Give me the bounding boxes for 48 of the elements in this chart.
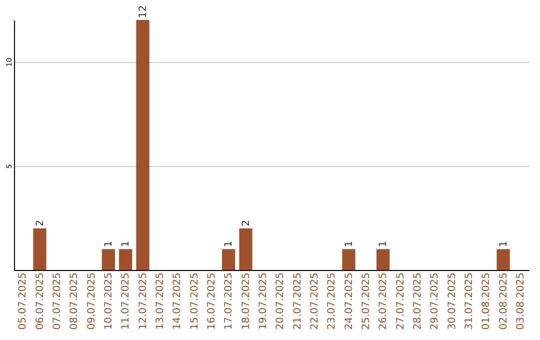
- x-tick-label: 20.07.2025: [275, 272, 286, 330]
- data-label: 1: [344, 240, 355, 248]
- data-label: 1: [498, 240, 510, 248]
- x-tick-label: 26.07.2025: [378, 272, 390, 330]
- x-tick-label: 01.08.2025: [481, 272, 492, 330]
- x-tick-label: 25.07.2025: [360, 272, 372, 330]
- bar: [136, 20, 150, 270]
- x-tick-label: 19.07.2025: [258, 272, 269, 330]
- bar: [496, 249, 510, 270]
- bar: [119, 249, 132, 270]
- data-label: 1: [103, 240, 114, 248]
- data-label: 1: [378, 240, 390, 248]
- x-tick-label: 13.07.2025: [154, 272, 166, 330]
- x-tick-label: 27.07.2025: [395, 272, 406, 330]
- x-tick-label: 08.07.2025: [69, 272, 80, 330]
- x-tick-label: 30.07.2025: [446, 272, 458, 330]
- x-tick-label: 05.07.2025: [18, 272, 29, 330]
- x-tick-label: 31.07.2025: [464, 272, 475, 330]
- x-tick-label: 16.07.2025: [206, 272, 218, 330]
- x-tick-label: 02.08.2025: [498, 272, 510, 330]
- data-label: 12: [138, 5, 149, 18]
- x-tick-label: 14.07.2025: [172, 272, 184, 330]
- x-tick-label: 15.07.2025: [189, 272, 200, 330]
- x-tick-label: 11.07.2025: [120, 272, 132, 330]
- bar: [342, 249, 356, 270]
- x-tick-label: 03.08.2025: [515, 272, 526, 330]
- bar: [222, 249, 236, 270]
- x-tick-label: 28.07.2025: [412, 272, 424, 330]
- x-tick-label: 17.07.2025: [224, 272, 235, 330]
- x-tick-label: 23.07.2025: [326, 272, 338, 330]
- bar: [33, 228, 46, 270]
- data-label: 2: [240, 220, 252, 226]
- x-tick-label: 10.07.2025: [103, 272, 114, 330]
- x-tick-label: 18.07.2025: [240, 272, 252, 330]
- x-tick-label: 06.07.2025: [34, 272, 46, 330]
- bar: [376, 249, 390, 270]
- x-tick-label: 12.07.2025: [138, 272, 149, 330]
- x-tick-label: 29.07.2025: [430, 272, 441, 330]
- bar: [102, 249, 115, 270]
- x-tick-label: 09.07.2025: [86, 272, 98, 330]
- x-tick-label: 07.07.2025: [52, 272, 63, 330]
- x-tick-label: 21.07.2025: [292, 272, 304, 330]
- bar: [239, 228, 252, 270]
- data-label: 2: [34, 220, 46, 226]
- x-tick-label: 22.07.2025: [309, 272, 320, 330]
- data-label: 1: [120, 240, 132, 248]
- data-label: 1: [224, 240, 235, 248]
- x-tick-label: 24.07.2025: [344, 272, 355, 330]
